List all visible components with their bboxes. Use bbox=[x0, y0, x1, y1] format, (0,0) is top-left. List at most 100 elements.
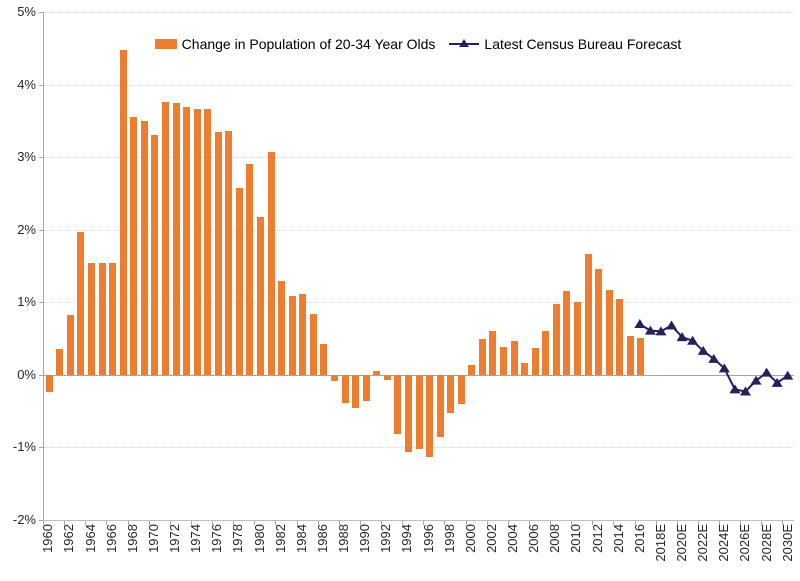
x-axis-label: 2014 bbox=[610, 524, 626, 553]
bar-2013 bbox=[605, 289, 613, 375]
x-axis-label: 2012 bbox=[589, 524, 605, 553]
legend-item-forecast: Latest Census Bureau Forecast bbox=[449, 36, 681, 52]
plot-area bbox=[43, 12, 794, 521]
forecast-marker-2017 bbox=[644, 325, 656, 335]
bar-1976 bbox=[214, 132, 222, 375]
x-axis-label: 1960 bbox=[40, 524, 56, 553]
y-axis-tick bbox=[39, 447, 43, 449]
bar-1984 bbox=[299, 293, 307, 375]
bar-1965 bbox=[98, 263, 106, 375]
x-axis-label: 1972 bbox=[167, 524, 183, 553]
bar-1999 bbox=[457, 374, 465, 404]
bar-1987 bbox=[330, 374, 338, 381]
x-axis-label: 1968 bbox=[124, 524, 140, 553]
x-axis-tick bbox=[613, 521, 615, 525]
x-axis-tick bbox=[212, 521, 213, 525]
forecast-line-layer bbox=[634, 319, 794, 396]
y-axis-label: -2% bbox=[12, 512, 36, 527]
forecast-marker-2028 bbox=[761, 367, 773, 377]
x-axis-tick bbox=[571, 521, 573, 525]
bar-2005 bbox=[521, 363, 529, 375]
forecast-marker-2018 bbox=[655, 326, 667, 336]
x-axis-tick bbox=[148, 521, 150, 525]
x-axis-tick bbox=[423, 521, 425, 525]
bar-1991 bbox=[373, 371, 381, 375]
x-axis-label: 1974 bbox=[188, 524, 204, 553]
bar-2004 bbox=[510, 340, 518, 375]
bar-1981 bbox=[267, 152, 275, 375]
x-axis-tick bbox=[127, 521, 129, 525]
y-axis-label: 5% bbox=[17, 4, 36, 19]
bar-1973 bbox=[183, 107, 191, 375]
x-axis-label: 1992 bbox=[378, 524, 394, 553]
bar-2006 bbox=[531, 348, 539, 375]
x-axis-tick bbox=[381, 521, 383, 525]
bar-1969 bbox=[140, 120, 148, 375]
bar-1978 bbox=[235, 187, 243, 375]
bar-2012 bbox=[595, 268, 603, 375]
x-axis-label: 1988 bbox=[336, 524, 352, 553]
x-axis-label: 2026E bbox=[737, 524, 753, 562]
x-axis-label: 2000 bbox=[462, 524, 478, 553]
gridline bbox=[44, 12, 794, 13]
x-axis-tick bbox=[296, 521, 298, 525]
x-axis-label: 1966 bbox=[103, 524, 119, 553]
legend-label-forecast: Latest Census Bureau Forecast bbox=[484, 36, 682, 52]
bar-1963 bbox=[77, 231, 85, 375]
x-axis-label: 1976 bbox=[209, 524, 225, 553]
y-axis-tick bbox=[39, 84, 43, 86]
forecast-marker-2019 bbox=[666, 320, 678, 330]
gridline bbox=[44, 84, 794, 86]
bar-1979 bbox=[246, 163, 254, 375]
x-axis-label: 2004 bbox=[505, 524, 521, 553]
x-axis-tick bbox=[655, 521, 657, 525]
x-axis-tick bbox=[465, 521, 467, 525]
x-axis-label: 2028E bbox=[758, 524, 774, 562]
x-axis-tick bbox=[676, 521, 678, 525]
bar-series-swatch bbox=[154, 39, 177, 49]
bar-1997 bbox=[436, 374, 444, 437]
x-axis-label: 1970 bbox=[145, 524, 161, 553]
bar-2014 bbox=[616, 299, 624, 375]
x-axis-label: 1964 bbox=[82, 524, 98, 553]
x-axis-label: 1990 bbox=[357, 524, 373, 553]
bar-1985 bbox=[309, 313, 317, 375]
bar-2000 bbox=[468, 364, 476, 375]
bar-1972 bbox=[172, 103, 180, 375]
x-axis-label: 1962 bbox=[61, 524, 77, 553]
forecast-marker-2030 bbox=[782, 370, 794, 380]
y-axis-tick bbox=[39, 374, 43, 376]
forecast-marker-2027 bbox=[750, 375, 762, 385]
bar-2003 bbox=[500, 346, 507, 375]
bar-2009 bbox=[563, 290, 571, 375]
bar-1960 bbox=[45, 374, 53, 392]
bar-1968 bbox=[130, 116, 138, 375]
gridline bbox=[44, 302, 794, 304]
bar-1986 bbox=[320, 344, 328, 375]
x-axis-tick bbox=[782, 521, 784, 525]
bar-2007 bbox=[542, 331, 550, 375]
x-axis-tick bbox=[169, 521, 171, 525]
x-axis-tick bbox=[486, 521, 488, 525]
x-axis-tick bbox=[444, 521, 446, 525]
x-axis-tick bbox=[359, 521, 361, 525]
x-axis-label: 1986 bbox=[314, 524, 330, 553]
x-axis-label: 1980 bbox=[251, 524, 267, 553]
x-axis-label: 2010 bbox=[568, 524, 584, 553]
bar-1982 bbox=[278, 280, 286, 375]
y-axis-label: 2% bbox=[17, 221, 36, 237]
bar-1989 bbox=[352, 374, 360, 408]
forecast-marker-2016 bbox=[634, 319, 646, 329]
line-series-swatch bbox=[449, 39, 480, 47]
x-axis-label: 2008 bbox=[547, 524, 563, 553]
forecast-marker-2029 bbox=[771, 377, 783, 387]
gridline bbox=[44, 229, 794, 231]
y-axis-label: -1% bbox=[12, 439, 36, 455]
x-axis-tick bbox=[550, 521, 552, 525]
bar-1995 bbox=[415, 374, 423, 449]
x-axis-tick bbox=[634, 521, 636, 525]
x-axis-label: 2022E bbox=[695, 524, 711, 562]
bar-1966 bbox=[109, 263, 117, 375]
x-axis-label: 2016 bbox=[631, 524, 647, 553]
